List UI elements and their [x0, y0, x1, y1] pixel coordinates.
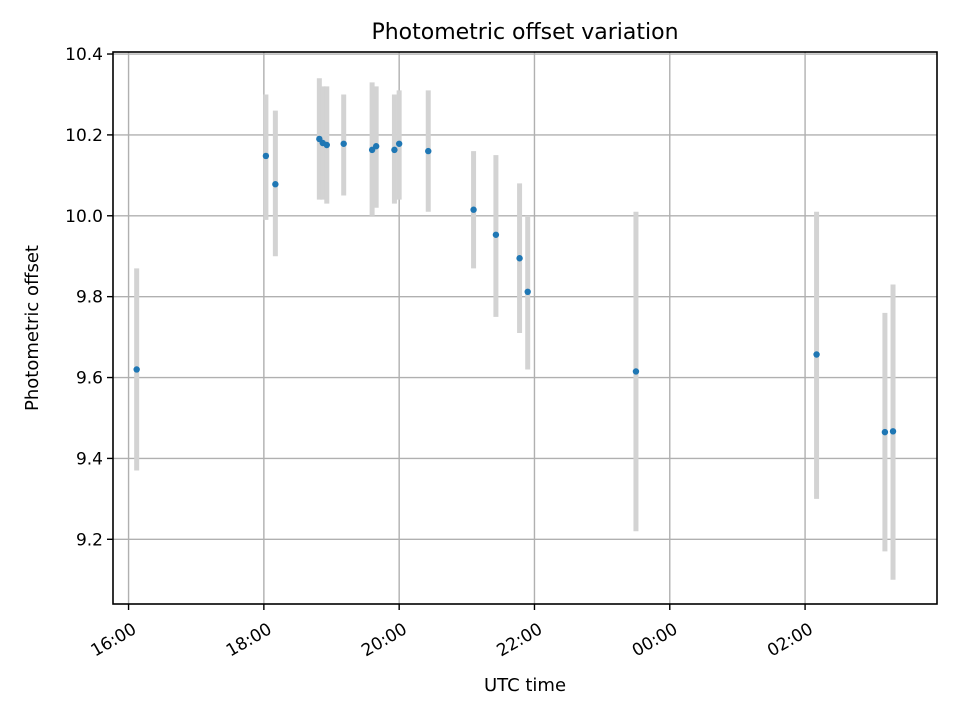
plot-frame: [112, 51, 938, 605]
data-point: [813, 351, 820, 358]
x-tick-label: 02:00: [764, 619, 816, 661]
data-points: [133, 135, 897, 436]
data-point: [372, 143, 380, 150]
y-tick-label: 10.0: [65, 207, 103, 227]
y-tick-label: 9.2: [76, 530, 103, 550]
data-point: [133, 366, 140, 373]
data-point: [492, 231, 500, 238]
data-point: [425, 147, 432, 155]
data-point: [340, 140, 347, 147]
data-point: [889, 428, 897, 435]
x-tick-label: 00:00: [629, 619, 681, 661]
x-axis-label: UTC time: [484, 675, 566, 696]
y-tick-label: 9.6: [76, 369, 103, 389]
data-point: [323, 141, 330, 149]
chart-title: Photometric offset variation: [371, 20, 678, 45]
data-point: [470, 206, 477, 213]
data-point: [881, 428, 889, 436]
x-tick-label: 18:00: [223, 619, 275, 661]
y-tick-label: 9.4: [76, 449, 103, 469]
data-point: [262, 152, 270, 160]
y-tick-label: 10.4: [65, 45, 103, 65]
data-point: [632, 368, 640, 375]
x-tick-label: 16:00: [88, 619, 140, 661]
error-bars: [134, 78, 896, 580]
y-tick-label: 10.2: [65, 126, 103, 146]
y-axis-label: Photometric offset: [22, 245, 43, 411]
data-point: [524, 288, 531, 296]
grid-lines: [113, 52, 937, 604]
x-tick-label: 20:00: [358, 619, 410, 661]
y-axis-ticks: 9.2 9.4 9.6 9.8 10.0 10.2 10.4: [65, 45, 113, 550]
y-tick-label: 9.8: [76, 288, 103, 308]
data-point: [272, 181, 279, 188]
x-tick-label: 22:00: [494, 619, 546, 661]
data-point: [395, 140, 403, 147]
data-point: [516, 255, 523, 262]
x-axis-ticks: 16:00 18:00 20:00 22:00 00:00 02:00: [88, 604, 817, 661]
data-point: [391, 146, 398, 154]
